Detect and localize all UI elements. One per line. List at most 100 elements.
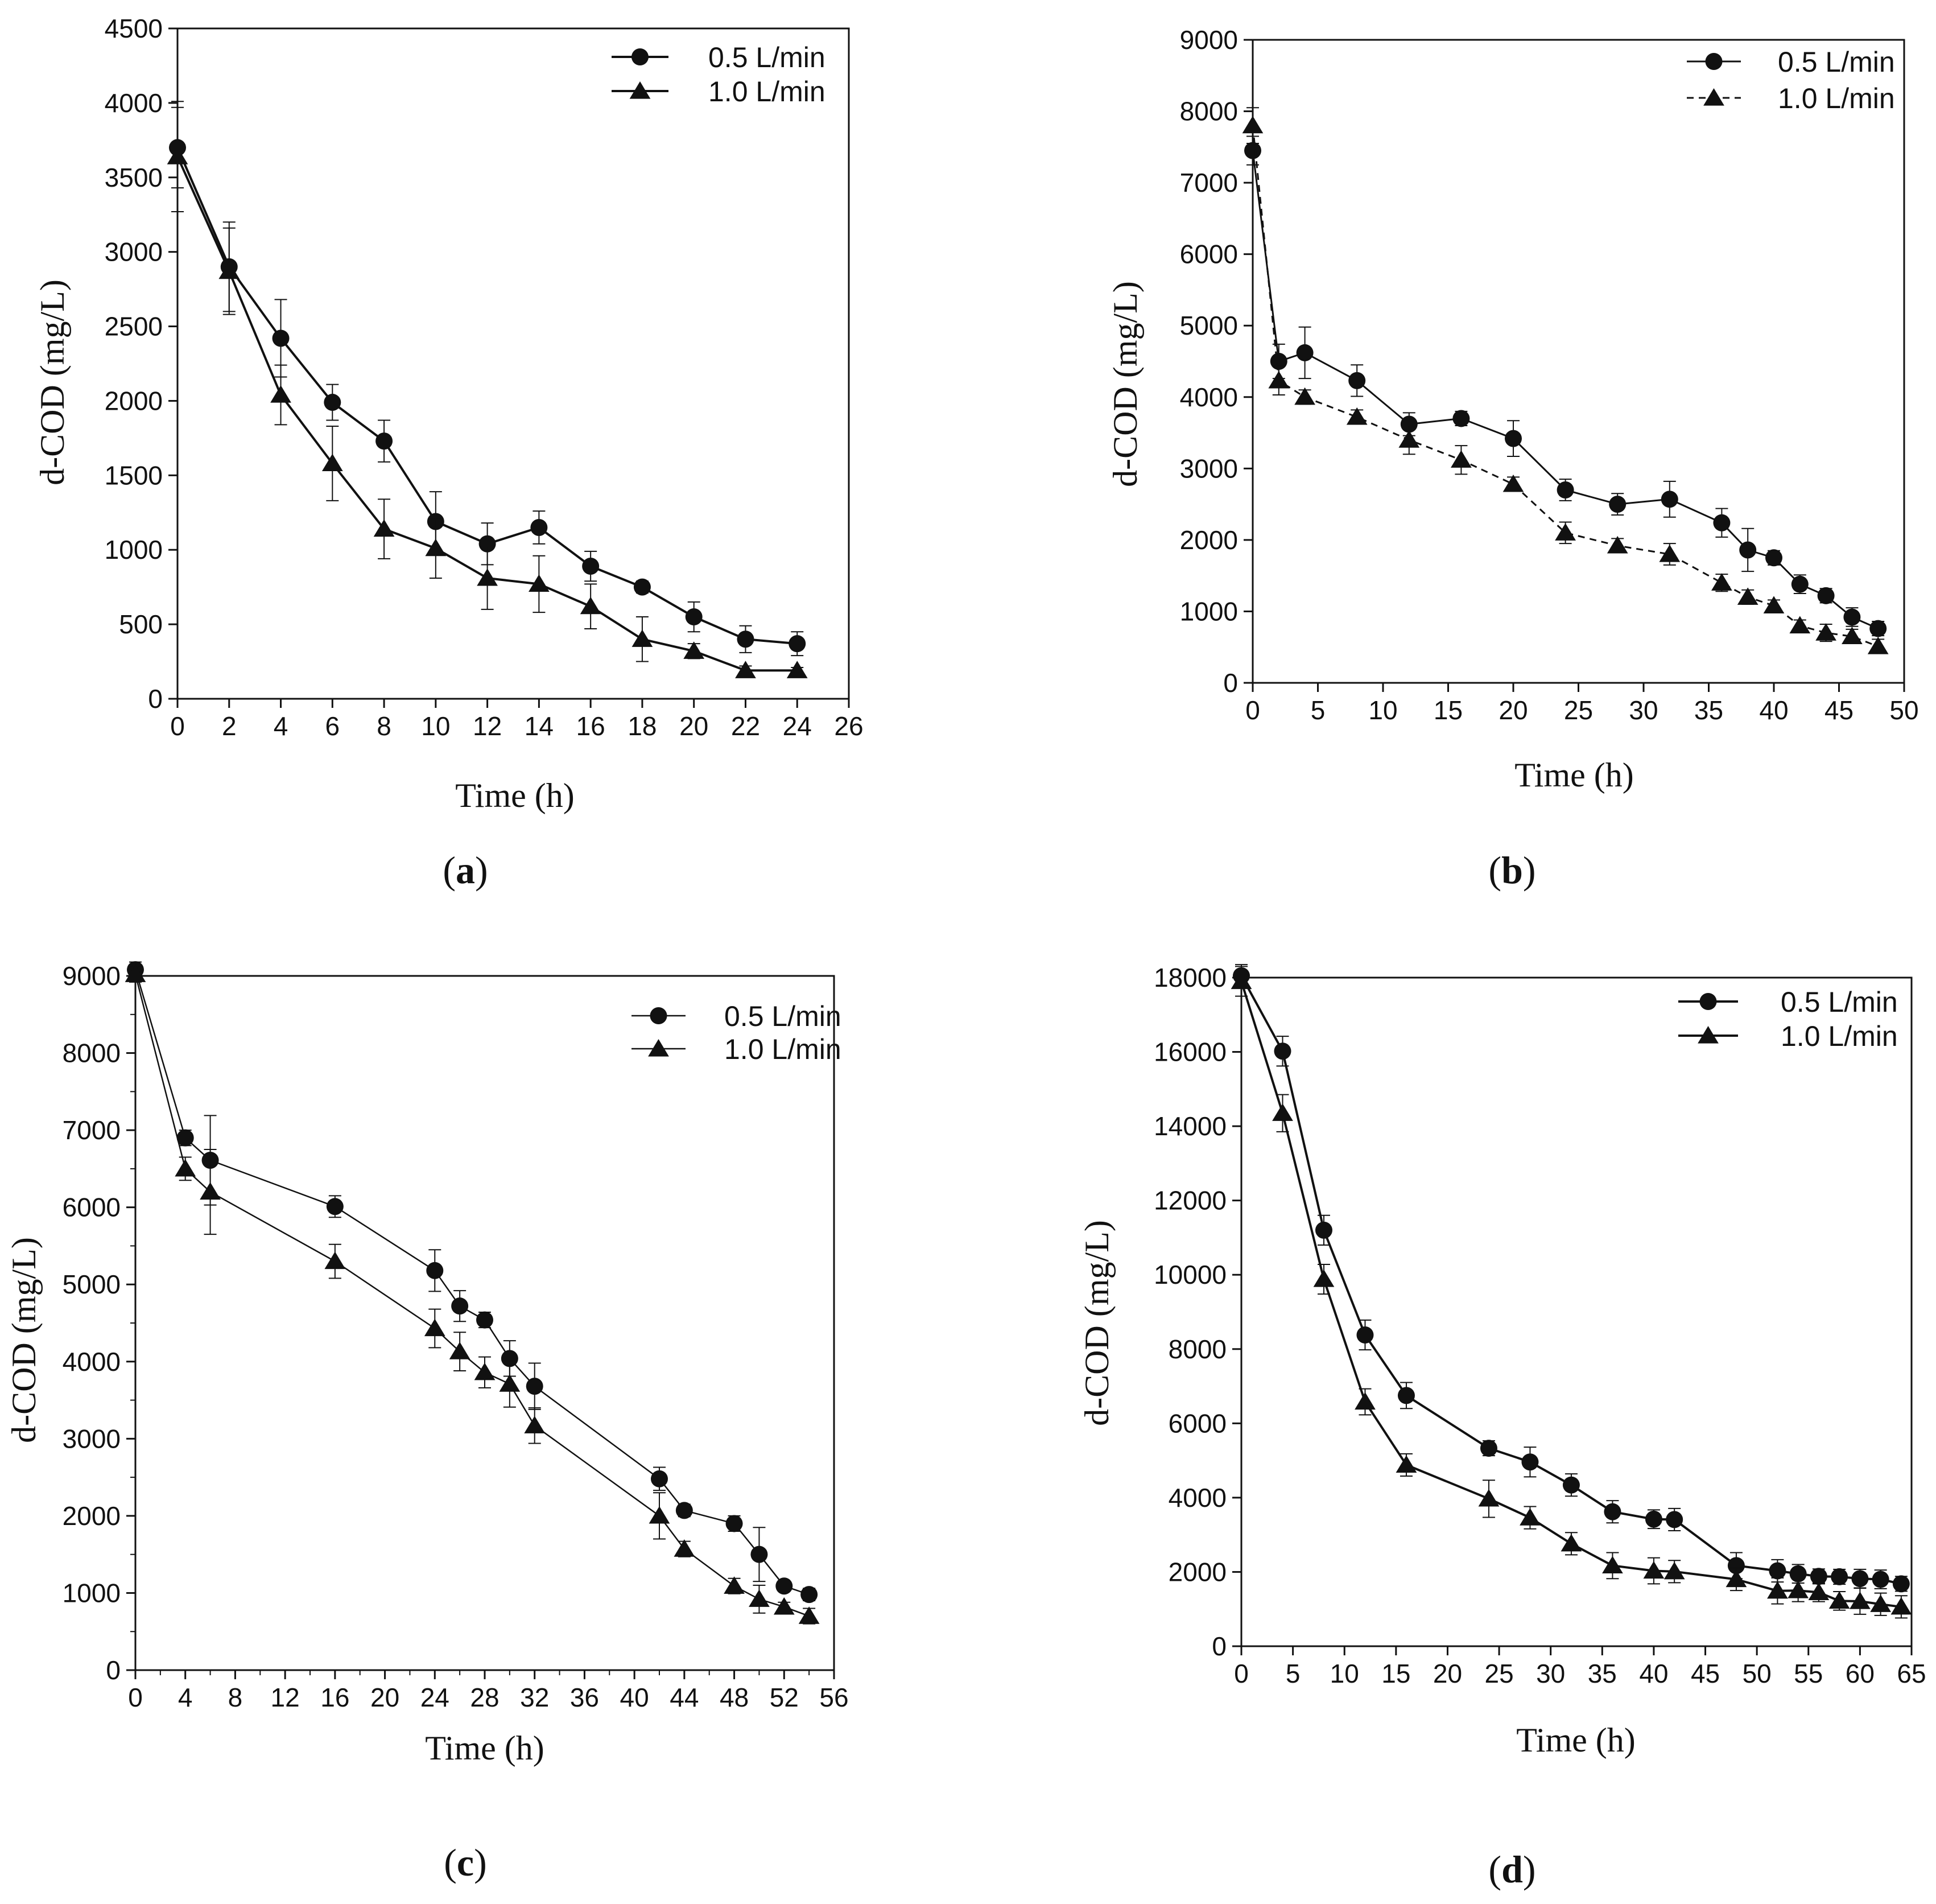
panel-d-series-circle-point <box>1727 1557 1745 1575</box>
panel-b-legend-marker <box>1705 53 1723 70</box>
panel-c-x-tick-label: 40 <box>620 1683 649 1712</box>
panel-c-series-triangle-point <box>649 1506 670 1524</box>
panel-d-series-circle-point <box>1851 1570 1869 1588</box>
panel-d-x-tick-label: 40 <box>1639 1659 1668 1688</box>
panel-c-x-tick-label: 16 <box>320 1683 349 1712</box>
panel-b-y-axis-label: d-COD (mg/L) <box>1107 281 1144 487</box>
panel-c-series-circle-point <box>750 1546 768 1563</box>
panel-a-axes: 0 2 4 6 8 10 12 14 16 18 20 22 24 2605001000150020002… <box>105 14 864 741</box>
panel-a-y-tick-label: 3000 <box>105 237 163 267</box>
panel-a-series-triangle-point <box>529 574 550 592</box>
panel-b-y-tick-label: 3000 <box>1180 454 1238 483</box>
panel-c-x-tick-label: 52 <box>770 1683 799 1712</box>
panel-b-series-circle-point <box>1713 514 1731 531</box>
panel-b-series-triangle-point <box>1789 616 1811 634</box>
panel-d-series-triangle-point <box>1870 1594 1891 1612</box>
panel-a-x-tick-label: 8 <box>377 711 391 741</box>
panel-d-y-tick-label: 18000 <box>1154 963 1227 992</box>
panel-b-series-triangle-point <box>1502 474 1524 492</box>
panel-b-axes: 0 5 10 15 20 25 30 35 40 45 50 0 1000 2000 3000 4000 500… <box>1180 25 1919 725</box>
panel-c-legend-marker <box>650 1007 667 1024</box>
panel-c-x-tick-label: 8 <box>228 1683 243 1712</box>
panel-c-x-axis-label: Time (h) <box>425 1729 544 1767</box>
panel-a-x-tick-label: 18 <box>628 711 657 741</box>
panel-b-x-tick-label: 20 <box>1499 695 1528 725</box>
panel-a-series-circle-point <box>478 535 496 553</box>
panel-d-x-tick-label: 5 <box>1286 1659 1301 1688</box>
panel-c-series-triangle-point <box>773 1597 795 1615</box>
panel-c-y-tick-label: 2000 <box>63 1501 121 1531</box>
panel-c-y-tick-label: 9000 <box>63 961 121 991</box>
panel-d-y-axis-label: d-COD (mg/L) <box>1078 1220 1116 1426</box>
panel-a-x-tick-label: 4 <box>274 711 288 741</box>
panel-c-series-circle-point <box>176 1129 194 1147</box>
panel-c-series-circle-point <box>476 1311 493 1329</box>
panel-c-series-circle-point <box>725 1515 743 1532</box>
panel-c-legend-label: 0.5 L/min <box>724 1000 841 1032</box>
panel-c-caption: (c) <box>444 1841 487 1884</box>
panel-b-y-tick-label: 5000 <box>1180 311 1238 340</box>
panel-c-y-tick-label: 5000 <box>63 1270 121 1299</box>
panel-b-y-tick-label: 9000 <box>1180 25 1238 55</box>
chart-panel-c: 0 4 8 12 16 20 24 28 32 36 40 44 48 52 560100020003000… <box>5 961 849 1884</box>
panel-b-series-triangle-point <box>1294 387 1315 405</box>
panel-a-x-tick-label: 2 <box>222 711 237 741</box>
panel-b-series-triangle-point <box>1555 523 1576 541</box>
panel-a-caption: (a) <box>443 848 488 892</box>
panel-b-series-circle-point <box>1869 620 1887 637</box>
panel-b-legend-label: 1.0 L/min <box>1778 83 1895 114</box>
panel-a-series-triangle-point <box>425 538 447 557</box>
panel-d-legend-marker <box>1698 1026 1719 1044</box>
panel-d-series-triangle-point <box>1643 1561 1665 1579</box>
panel-d-series-circle-point <box>1604 1503 1621 1520</box>
panel-c-series-triangle-point <box>474 1362 496 1380</box>
panel-d-series-triangle-point <box>1767 1581 1788 1599</box>
panel-c-series-triangle-point <box>324 1251 346 1270</box>
panel-d-series-triangle-point <box>1231 971 1252 990</box>
panel-a-series-triangle-point <box>218 261 240 279</box>
panel-b-x-tick-label: 15 <box>1434 695 1463 725</box>
panel-c-series-circle-point <box>501 1350 518 1367</box>
panel-d-series-circle-point <box>1645 1510 1662 1528</box>
panel-d-series-triangle-point <box>1313 1270 1335 1287</box>
panel-b-series-circle-point <box>1817 587 1835 604</box>
panel-b-series-circle-point <box>1270 353 1287 370</box>
panel-b-y-tick-label: 2000 <box>1180 525 1238 555</box>
panel-d-series-triangle-point <box>1561 1534 1582 1552</box>
panel-a-y-tick-label: 1000 <box>105 535 163 564</box>
panel-b-x-tick-label: 0 <box>1245 695 1260 725</box>
panel-b-legend-marker <box>1703 88 1724 106</box>
panel-c-y-tick-label: 4000 <box>63 1347 121 1377</box>
panel-b-series-circle-point <box>1609 496 1627 513</box>
panel-a-x-tick-label: 0 <box>170 711 185 741</box>
panel-d-series-triangle-point <box>1890 1597 1912 1615</box>
panel-b-series-triangle-point <box>1268 370 1290 389</box>
panel-a-legend-label: 1.0 L/min <box>708 76 825 108</box>
panel-c-series-triangle-point <box>724 1576 745 1594</box>
panel-c-y-tick-label: 7000 <box>63 1115 121 1145</box>
panel-a-series-triangle-point <box>373 519 395 537</box>
panel-c-series-circle-point <box>651 1470 668 1487</box>
panel-d-legend-label: 1.0 L/min <box>1781 1020 1898 1052</box>
panel-c-y-tick-label: 0 <box>106 1655 121 1685</box>
panel-c-x-tick-label: 12 <box>271 1683 300 1712</box>
panel-c-series-triangle-point <box>125 965 146 982</box>
panel-a-series-circle-point <box>685 608 703 626</box>
panel-a-series-triangle-point <box>683 641 705 659</box>
panel-b-series-triangle-point <box>1607 535 1628 554</box>
panel-c-series-circle-point <box>451 1297 469 1315</box>
panel-b-series-circle-point <box>1452 410 1470 427</box>
panel-a-y-axis-label: d-COD (mg/L) <box>34 279 71 485</box>
panel-a-series-triangle-point <box>786 661 808 678</box>
panel-c-x-tick-label: 24 <box>420 1683 449 1712</box>
panel-d-series-circle-point <box>1769 1562 1786 1580</box>
panel-a-y-tick-label: 3500 <box>105 163 163 192</box>
panel-b-series-circle-point <box>1661 491 1678 508</box>
panel-b-y-tick-label: 6000 <box>1180 240 1238 269</box>
panel-b-series-triangle-point <box>1815 623 1836 641</box>
panel-a-x-tick-label: 14 <box>525 711 554 741</box>
panel-b-legend-label: 0.5 L/min <box>1778 46 1895 78</box>
panel-b-series-circle-point <box>1557 481 1574 498</box>
